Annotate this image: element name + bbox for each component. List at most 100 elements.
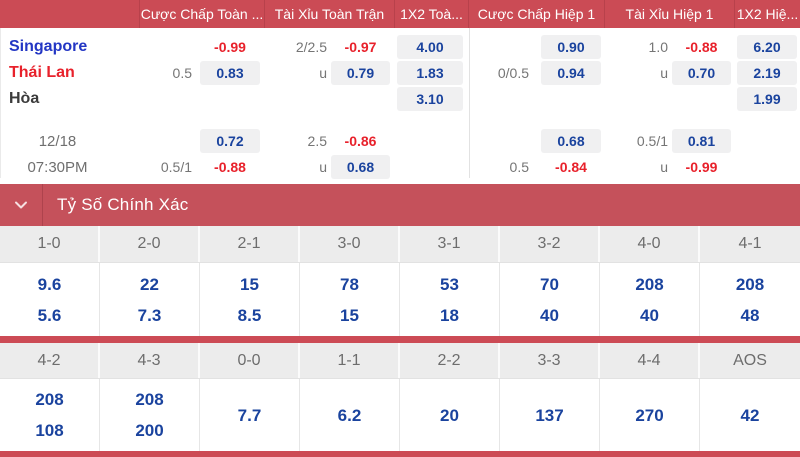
correct-score-section-header[interactable]: Tỷ Số Chính Xác xyxy=(0,184,800,226)
overunder-line-ft: u xyxy=(319,159,327,175)
col-header-handicap-h1: Cược Chấp Hiệp 1 xyxy=(469,0,605,28)
odds-value[interactable]: 0.94 xyxy=(541,61,601,85)
overunder-odds-h1: 0.81 xyxy=(672,129,736,153)
score-label: 4-3 xyxy=(100,343,200,378)
odds-value[interactable]: -0.97 xyxy=(344,39,377,55)
overunder-line-ft: 2/2.5 xyxy=(295,39,327,55)
score-odds-cell[interactable]: 70 40 xyxy=(500,263,600,336)
odds-value[interactable]: 6.20 xyxy=(737,35,797,59)
odds-value[interactable]: -0.88 xyxy=(685,39,718,55)
odds-value[interactable]: 0.70 xyxy=(672,61,731,85)
score-odds-cell[interactable]: 6.2 xyxy=(300,379,400,451)
odds-value[interactable]: 0.72 xyxy=(200,129,260,153)
collapse-toggle[interactable] xyxy=(0,184,43,226)
odds-value[interactable]: 1.99 xyxy=(737,87,797,111)
section-divider-bar xyxy=(0,336,800,343)
1x2-odds-h1: 6.20 xyxy=(736,35,800,59)
odds-value[interactable]: 40 xyxy=(640,305,659,325)
score-odds-cell[interactable]: 9.6 5.6 xyxy=(0,263,100,336)
odds-value[interactable]: 9.6 xyxy=(37,274,62,294)
odds-value[interactable]: 70 xyxy=(540,274,559,294)
odds-value[interactable]: 208 xyxy=(135,390,164,409)
odds-value[interactable]: 40 xyxy=(540,305,559,325)
overunder-line-h1: 0.5/1 xyxy=(636,133,668,149)
odds-value[interactable]: 8.5 xyxy=(237,305,262,325)
handicap-odds-ft: 0.72 xyxy=(196,129,265,153)
odds-value[interactable]: 208 xyxy=(635,274,664,294)
odds-value[interactable]: 3.10 xyxy=(397,87,463,111)
odds-value[interactable]: -0.86 xyxy=(344,133,377,149)
col-header-1x2-ft: 1X2 Toà... xyxy=(395,0,469,28)
score-odds-cell[interactable]: 15 8.5 xyxy=(200,263,300,336)
odds-value[interactable]: 137 xyxy=(535,405,564,425)
odds-value[interactable]: 7.7 xyxy=(237,405,262,425)
overunder-line-ft: 2.5 xyxy=(307,133,327,149)
score-odds-cell[interactable]: 208 48 xyxy=(700,263,800,336)
col-header-1x2-h1: 1X2 Hiệ... xyxy=(736,6,799,22)
score-grid2-header: 4-2 4-3 0-0 1-1 2-2 3-3 4-4 AOS xyxy=(0,343,800,379)
odds-value[interactable]: 6.2 xyxy=(337,405,362,425)
handicap-odds-h1: 0.68 xyxy=(533,129,606,153)
odds-value[interactable]: 4.00 xyxy=(397,35,463,59)
odds-value[interactable]: 0.90 xyxy=(541,35,601,59)
score-odds-cell[interactable]: 42 xyxy=(700,379,800,451)
score-odds-cell[interactable]: 53 18 xyxy=(400,263,500,336)
odds-value[interactable]: -0.84 xyxy=(555,159,587,175)
score-label: 3-3 xyxy=(500,343,600,378)
score-odds-cell[interactable]: 270 xyxy=(600,379,700,451)
overunder-line-ft: u xyxy=(319,65,327,81)
odds-value[interactable]: -0.99 xyxy=(685,159,718,175)
odds-value[interactable]: -0.99 xyxy=(214,39,246,55)
odds-value[interactable]: 0.81 xyxy=(672,129,731,153)
score-odds-cell[interactable]: 208 40 xyxy=(600,263,700,336)
odds-value[interactable]: 0.83 xyxy=(200,61,260,85)
score-label: AOS xyxy=(733,351,767,369)
score-label: 0-0 xyxy=(200,343,300,378)
odds-row-singapore: Singapore -0.99 2/2.5 -0.97 4.00 0.90 1.… xyxy=(0,34,800,60)
handicap-odds-h1: -0.84 xyxy=(533,155,606,179)
odds-value[interactable]: 18 xyxy=(440,305,459,325)
odds-row-time: 07:30PM 0.5/1 -0.88 u 0.68 0.5 -0.84 u -… xyxy=(0,154,800,180)
odds-value[interactable]: 0.79 xyxy=(331,61,390,85)
score-odds-cell[interactable]: 208 200 xyxy=(100,379,200,451)
score-label: 2-2 xyxy=(400,343,500,378)
team-name-home: Singapore xyxy=(9,38,88,55)
1x2-odds-ft: 3.10 xyxy=(395,87,470,111)
odds-value[interactable]: 208 xyxy=(735,274,765,294)
next-section-bar xyxy=(0,451,800,457)
score-odds-cell[interactable]: 7.7 xyxy=(200,379,300,451)
handicap-line-ft: 0.5/1 xyxy=(160,159,192,175)
odds-value[interactable]: 208 xyxy=(35,390,64,409)
odds-value[interactable]: 7.3 xyxy=(137,305,162,325)
score-odds-cell[interactable]: 20 xyxy=(400,379,500,451)
odds-value[interactable]: 42 xyxy=(740,405,760,425)
odds-value[interactable]: 108 xyxy=(35,421,64,440)
odds-table-body: Singapore -0.99 2/2.5 -0.97 4.00 0.90 1.… xyxy=(0,28,800,184)
handicap-odds-ft: -0.99 xyxy=(196,35,265,59)
odds-value[interactable]: 15 xyxy=(240,274,259,294)
score-label: 1-1 xyxy=(300,343,400,378)
overunder-odds-ft: -0.97 xyxy=(331,35,395,59)
odds-value[interactable]: 20 xyxy=(440,405,459,425)
match-time: 07:30PM xyxy=(27,158,88,176)
odds-value[interactable]: 1.83 xyxy=(397,61,463,85)
score-grid1-body: 9.6 5.6 22 7.3 15 8.5 78 15 53 18 70 40 208 40 … xyxy=(0,263,800,336)
odds-value[interactable]: 0.68 xyxy=(331,155,390,179)
odds-value[interactable]: 200 xyxy=(135,421,164,440)
odds-value[interactable]: 270 xyxy=(635,405,664,425)
score-odds-cell[interactable]: 22 7.3 xyxy=(100,263,200,336)
score-odds-cell[interactable]: 208 108 xyxy=(0,379,100,451)
odds-value[interactable]: 15 xyxy=(340,305,359,325)
odds-value[interactable]: -0.88 xyxy=(214,159,246,175)
odds-value[interactable]: 48 xyxy=(740,305,760,325)
handicap-odds-h1: 0.94 xyxy=(533,61,606,85)
handicap-line-h1: 0/0.5 xyxy=(497,65,529,81)
odds-value[interactable]: 78 xyxy=(340,274,359,294)
score-odds-cell[interactable]: 78 15 xyxy=(300,263,400,336)
odds-value[interactable]: 2.19 xyxy=(737,61,797,85)
odds-value[interactable]: 22 xyxy=(140,274,159,294)
score-odds-cell[interactable]: 137 xyxy=(500,379,600,451)
odds-value[interactable]: 0.68 xyxy=(541,129,601,153)
odds-value[interactable]: 53 xyxy=(440,274,459,294)
odds-value[interactable]: 5.6 xyxy=(37,305,62,325)
